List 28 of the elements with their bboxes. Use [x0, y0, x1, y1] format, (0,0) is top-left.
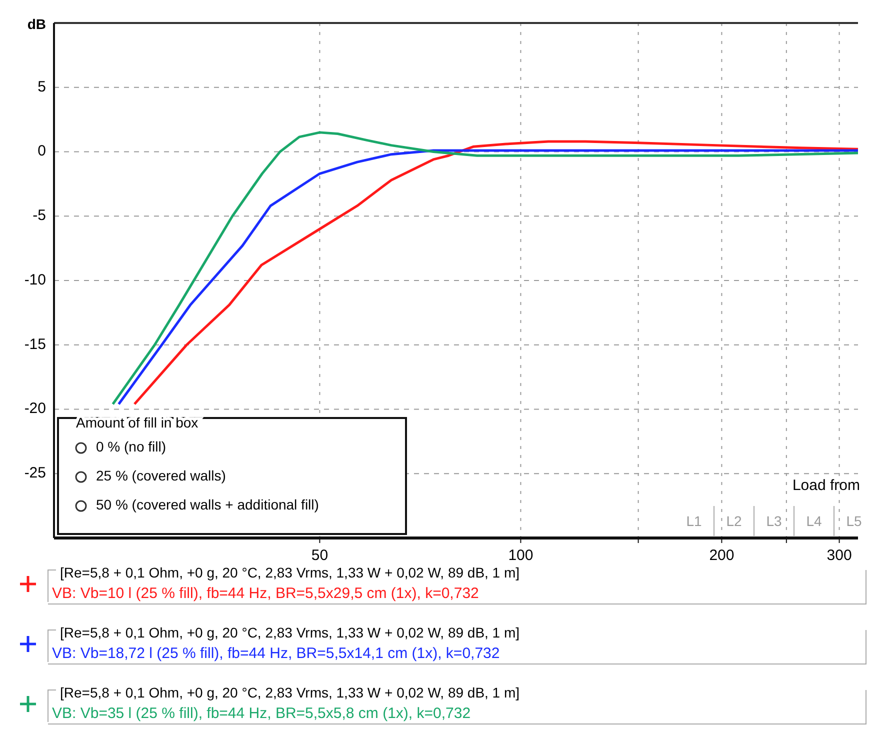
annotation: L3	[766, 513, 782, 529]
x-tick-label: 100	[508, 547, 534, 564]
annotation: L5	[846, 513, 862, 529]
text: VB: Vb=35 l (25 % fill), fb=44 Hz, BR=5,5x5,8 cm (1x), k=0,732	[52, 704, 471, 722]
y-tick-label: -15	[24, 336, 46, 353]
text: [Re=5,8 + 0,1 Ohm, +0 g, 20 °C, 2,83 Vrms, 1,33 W + 0,02 W, 89 dB, 1 m]	[60, 624, 520, 641]
y-tick-label: -5	[32, 207, 46, 224]
annotation: Amount of fill in box	[76, 414, 198, 431]
annotation: L1	[686, 513, 702, 529]
text: [Re=5,8 + 0,1 Ohm, +0 g, 20 °C, 2,83 Vrms, 1,33 W + 0,02 W, 89 dB, 1 m]	[60, 684, 520, 701]
annotation: 0 % (no fill)	[96, 438, 166, 455]
y-tick-label: 5	[38, 78, 46, 96]
y-tick-label: -25	[24, 464, 46, 482]
x-tick-label: 200	[709, 547, 734, 564]
text: [Re=5,8 + 0,1 Ohm, +0 g, 20 °C, 2,83 Vrms, 1,33 W + 0,02 W, 89 dB, 1 m]	[60, 564, 520, 581]
annotation: 25 % (covered walls)	[96, 468, 226, 484]
text: VB: Vb=10 l (25 % fill), fb=44 Hz, BR=5,5x29,5 cm (1x), k=0,732	[52, 584, 479, 602]
y-tick-label: -20	[24, 400, 46, 418]
x-tick-label: 50	[311, 547, 328, 564]
y-tick-label: -10	[24, 271, 46, 288]
y-axis-title: dB	[27, 16, 46, 32]
x-tick-label: 300	[826, 547, 852, 564]
text: VB: Vb=18,72 l (25 % fill), fb=44 Hz, BR=5,5x14,1 cm (1x), k=0,732	[52, 644, 500, 662]
y-tick-label: 0	[38, 142, 46, 160]
annotation: Load from	[792, 477, 860, 494]
annotation: L2	[726, 513, 742, 529]
annotation: 50 % (covered walls + additional fill)	[96, 496, 319, 513]
annotation: L4	[806, 513, 822, 529]
